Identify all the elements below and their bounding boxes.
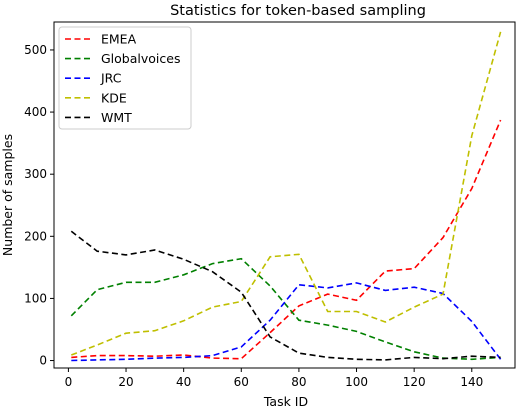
series-line-emea xyxy=(71,119,502,360)
x-tick-label: 60 xyxy=(234,375,249,389)
y-axis-label: Number of samples xyxy=(0,134,15,256)
x-tick-label: 120 xyxy=(403,375,426,389)
x-axis-ticks: 0 20 40 60 80 100 120 140 xyxy=(65,368,483,389)
x-tick-label: 0 xyxy=(65,375,73,389)
x-axis-label: Task ID xyxy=(263,394,308,409)
legend-box xyxy=(58,26,192,130)
x-tick-label: 100 xyxy=(345,375,368,389)
legend-entry-jrc: JRC xyxy=(100,71,122,86)
legend-entry-kde: KDE xyxy=(101,90,127,105)
legend-entry-wmt: WMT xyxy=(101,110,132,125)
y-tick-label: 200 xyxy=(24,229,47,243)
y-tick-label: 0 xyxy=(39,354,47,368)
x-tick-label: 40 xyxy=(176,375,191,389)
legend-entry-globalvoices: Globalvoices xyxy=(101,51,180,66)
legend-entry-emea: EMEA xyxy=(101,32,137,47)
y-axis-ticks: 0 100 200 300 400 500 xyxy=(24,43,54,368)
plot-frame xyxy=(53,21,516,369)
y-tick-label: 100 xyxy=(24,291,47,305)
y-tick-label: 500 xyxy=(24,43,47,57)
legend: EMEA Globalvoices JRC KDE WMT xyxy=(58,26,192,130)
y-tick-label: 300 xyxy=(24,167,47,181)
series-line-wmt xyxy=(70,230,501,361)
y-tick-label: 400 xyxy=(24,105,47,119)
x-tick-label: 20 xyxy=(118,375,133,389)
series-line-kde xyxy=(71,31,502,356)
x-tick-label: 140 xyxy=(460,375,483,389)
series-line-jrc xyxy=(71,282,502,362)
chart-title: Statistics for token-based sampling xyxy=(170,3,426,19)
x-tick-label: 80 xyxy=(291,375,306,389)
series-layer xyxy=(70,31,502,362)
